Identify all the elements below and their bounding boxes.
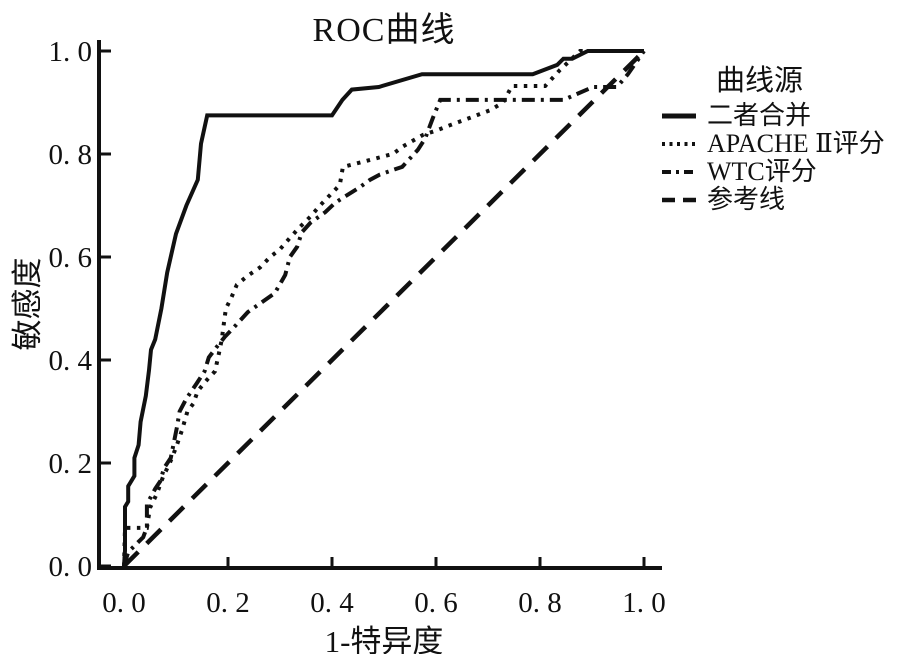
legend-items: 二者合并 APACHE Ⅱ评分 WTC评分 参考线 — [660, 102, 901, 214]
curve-combined — [122, 49, 644, 567]
legend-title: 曲线源 — [716, 65, 804, 97]
x-tick-label: 0. 0 — [102, 587, 146, 619]
y-tick-label: 1. 0 — [49, 36, 93, 68]
legend-item-curve-reference-line: 参考线 — [660, 186, 901, 214]
x-tick-label: 1. 0 — [622, 587, 666, 619]
x-tick-label: 0. 2 — [206, 587, 250, 619]
curve-reference-line — [122, 49, 646, 568]
y-tick-label: 0. 2 — [49, 448, 93, 480]
chart-title: ROC曲线 — [312, 12, 456, 49]
legend-item-label: APACHE Ⅱ评分 — [707, 129, 885, 158]
y-tick-label: 0. 0 — [49, 551, 93, 583]
legend-item-curve-combined: 二者合并 — [660, 102, 901, 130]
legend-item-label: 二者合并 — [707, 101, 812, 130]
y-tick-label: 0. 8 — [49, 139, 93, 171]
x-axis-label: 1-特异度 — [324, 624, 444, 654]
x-tick-label: 0. 6 — [414, 587, 458, 619]
legend-item-label: 参考线 — [707, 185, 786, 214]
x-tick-label: 0. 4 — [310, 587, 354, 619]
legend-item-curve-wtc-score: WTC评分 — [660, 158, 901, 186]
legend: 曲线源 二者合并 APACHE Ⅱ评分 WTC评分 参考线 — [660, 57, 901, 214]
legend-line-sample-dashed — [662, 197, 696, 203]
legend-line-sample-dashdot — [662, 170, 696, 174]
legend-line-sample-dotted — [662, 142, 696, 146]
x-tick-label: 0. 8 — [518, 587, 562, 619]
y-tick-label: 0. 4 — [49, 345, 93, 377]
legend-line-sample-solid — [662, 113, 696, 119]
legend-item-curve-apache-ii-score: APACHE Ⅱ评分 — [660, 130, 901, 158]
y-tick-label: 0. 6 — [49, 242, 93, 274]
legend-item-label: WTC评分 — [707, 157, 817, 186]
